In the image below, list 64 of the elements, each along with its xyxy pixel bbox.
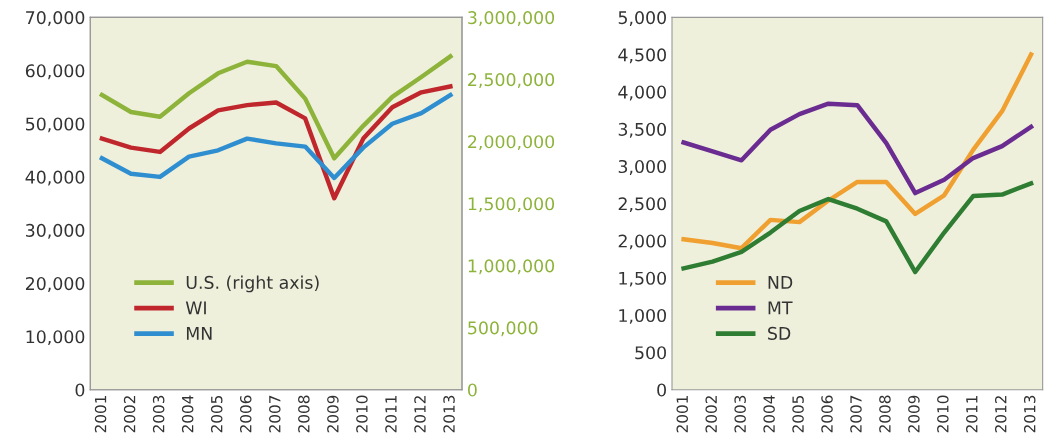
x-tick-label: 2013 [1023,395,1036,433]
y2-tick-label: 3,000,000 [468,11,555,26]
y-tick-label: 1,500 [619,271,666,287]
y2-tick-label: 2,500,000 [468,73,555,88]
y-tick-label: 1,000 [619,308,666,324]
x-tick-label: 2002 [705,396,717,433]
x-tick-label: 2006 [239,395,252,433]
y-tick-label: 20,000 [25,277,85,292]
x-tick-label: 2005 [210,395,223,433]
x-tick-label: 2005 [792,395,804,433]
y-tick-label: 0 [75,383,85,397]
line-series [99,92,453,181]
x-tick-label: 2012 [414,396,426,433]
x-tick-label: 2011 [966,395,978,433]
y-tick-label: 50,000 [26,117,85,133]
y-tick-label: 10,000 [26,330,85,346]
y-tick-label: 2,000 [618,234,666,250]
y2-tick-label: 500,000 [468,321,538,337]
legend-label: U.S. (right axis) [186,275,319,293]
line-series [681,101,1034,196]
x-tick-label: 2010 [356,395,368,433]
y-tick-label: 5,000 [618,11,666,26]
y2-tick-label: 1,000,000 [468,259,555,275]
y-tick-label: 30,000 [26,223,85,239]
x-tick-label: 2009 [327,395,339,433]
y2-tick-label: 2,000,000 [468,135,555,151]
x-tick-label: 2007 [269,395,281,433]
legend-label: SD [768,326,791,340]
line-series [681,52,1034,251]
x-tick-label: 2010 [937,395,949,433]
y-tick-label: 500 [635,346,666,360]
y-tick-label: 60,000 [25,64,85,80]
y-tick-label: 70,000 [26,11,85,26]
y-tick-label: 40,000 [25,170,85,186]
line-series [99,54,453,161]
x-tick-label: 2002 [123,396,136,433]
line-series [99,84,453,201]
x-tick-label: 2008 [879,395,891,433]
y-tick-label: 4,500 [618,48,666,64]
y-tick-label: 0 [657,383,666,397]
x-tick-label: 2011 [385,395,397,433]
y2-tick-label: 1,500,000 [468,197,555,213]
x-tick-label: 2001 [94,395,107,433]
x-tick-label: 2003 [152,395,165,433]
x-tick-label: 2007 [850,395,862,433]
x-tick-label: 2004 [763,395,775,433]
legend-label: MT [768,301,793,315]
y-tick-label: 3,500 [618,122,666,138]
x-tick-label: 2012 [994,396,1007,433]
legend-label: WI [185,301,206,315]
x-tick-label: 2013 [443,395,455,433]
legend-label: ND [768,276,793,289]
x-tick-label: 2001 [676,395,689,433]
x-tick-label: 2004 [181,395,194,433]
x-tick-label: 2003 [734,395,746,433]
x-tick-label: 2009 [908,395,920,433]
x-tick-label: 2006 [821,395,833,433]
y2-tick-label: 0 [468,383,477,397]
legend-label: MN [186,327,212,340]
y-tick-label: 2,500 [618,197,666,213]
y-tick-label: 3,000 [618,159,666,175]
x-tick-label: 2008 [298,395,310,433]
y-tick-label: 4,000 [618,85,666,101]
line-series [681,181,1034,275]
